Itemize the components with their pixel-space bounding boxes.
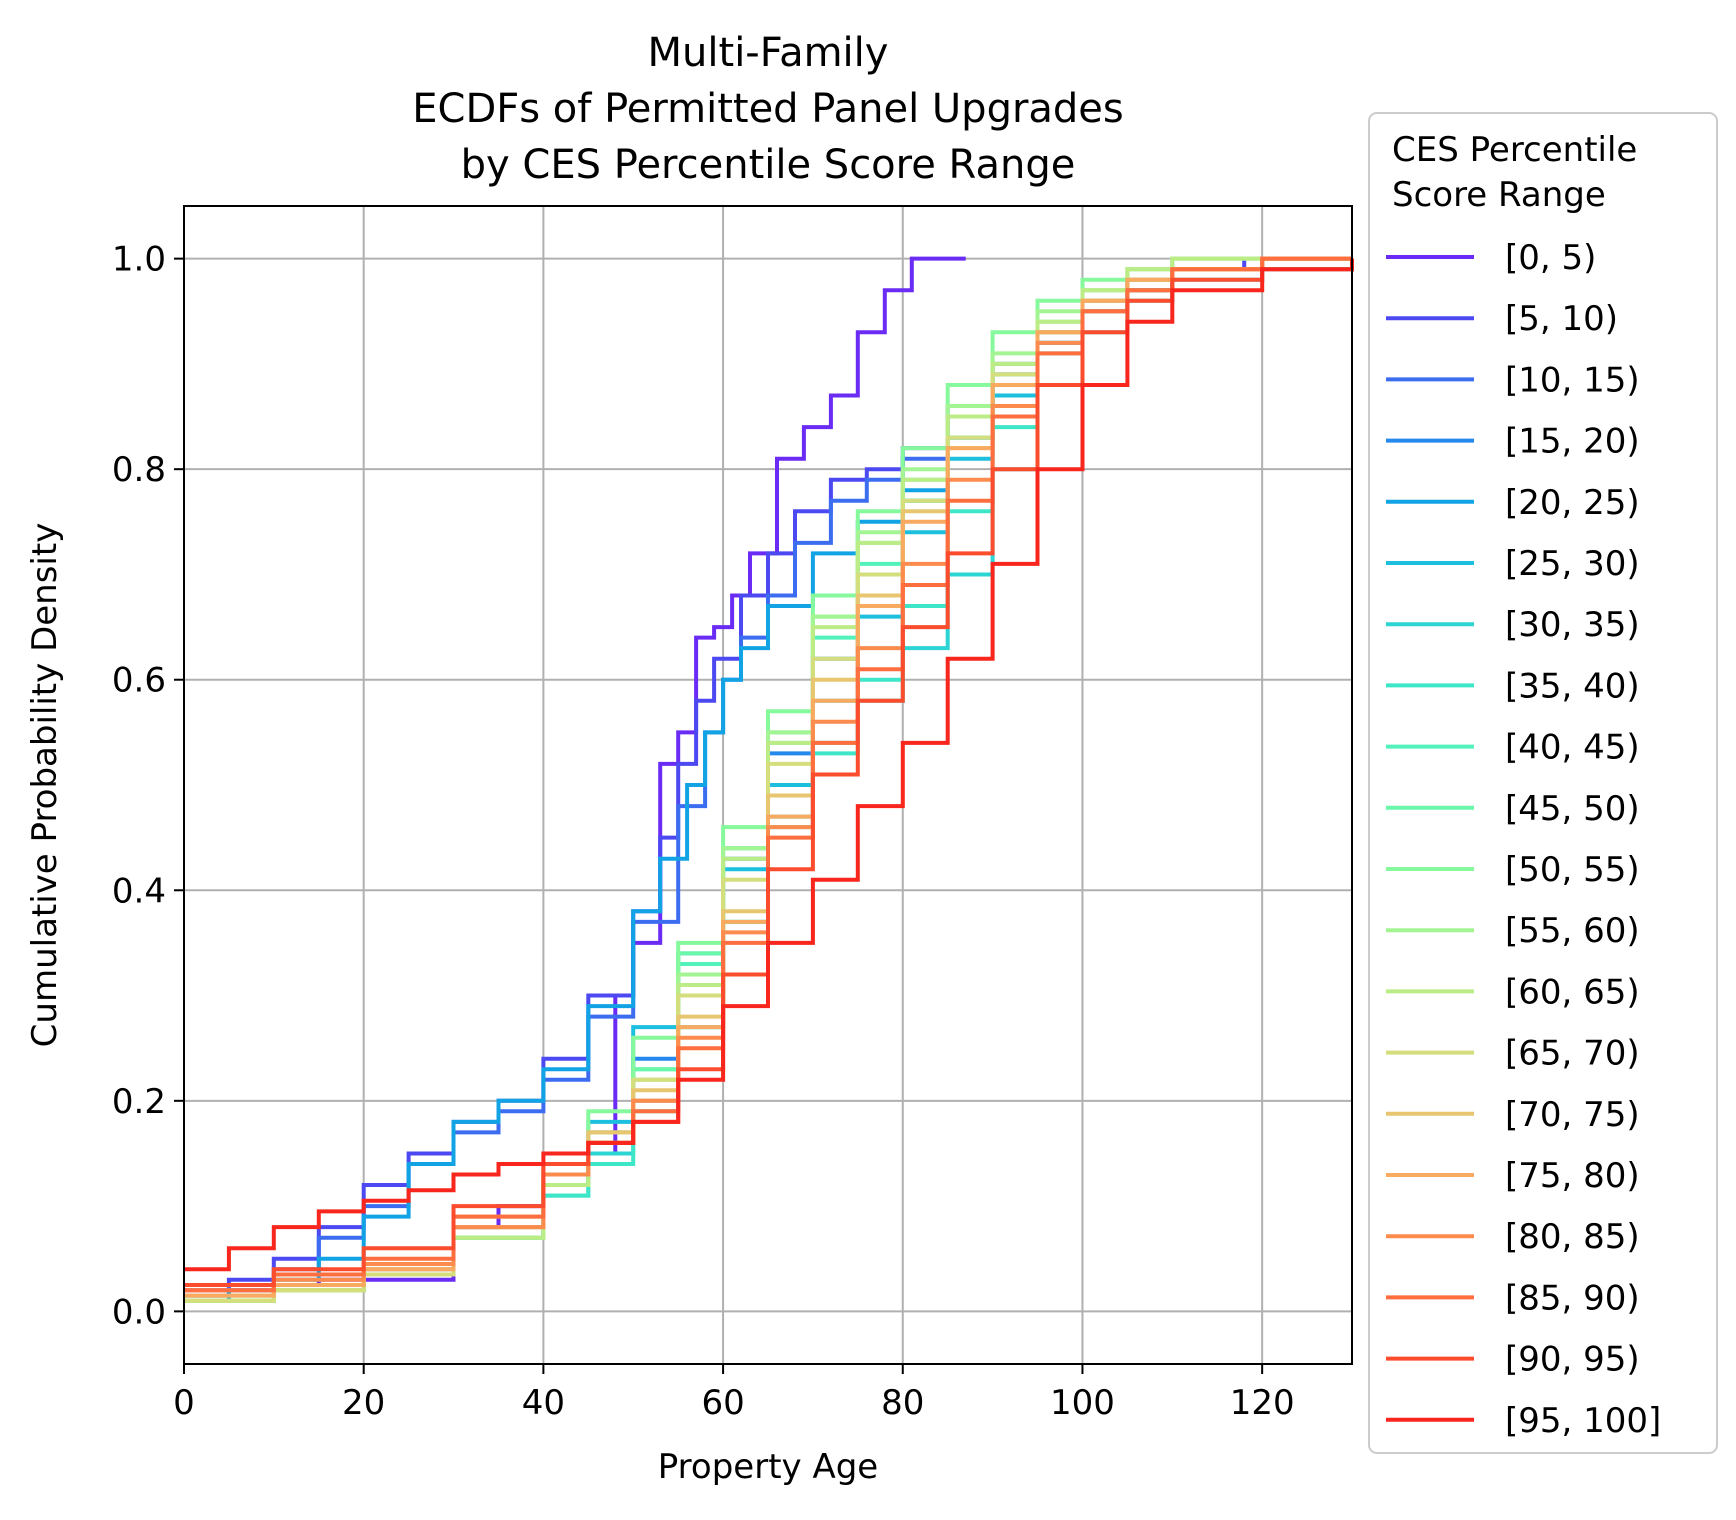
series-line-19: [184, 258, 1354, 1272]
legend-entry-label: [30, 35): [1505, 605, 1640, 645]
legend-box: [1368, 112, 1718, 1454]
legend-title-line: Score Range: [1392, 175, 1606, 215]
legend-entry-label: [0, 5): [1505, 238, 1596, 278]
legend-entry-label: [55, 60): [1505, 911, 1640, 951]
y-axis: 0.0 0.2 0.4 0.6 0.8 1.0: [112, 240, 184, 1332]
legend-entry-label: [10, 15): [1505, 360, 1640, 400]
y-tick-label: 1.0: [112, 240, 166, 280]
x-tick-label: 20: [342, 1383, 385, 1423]
y-tick-label: 0.6: [112, 661, 166, 701]
legend-entry-label: [80, 85): [1505, 1217, 1640, 1257]
x-tick-label: 60: [701, 1383, 744, 1423]
legend-entry-label: [15, 20): [1505, 422, 1640, 462]
legend-entry-label: [5, 10): [1505, 299, 1618, 339]
legend-entry-label: [25, 30): [1505, 544, 1640, 584]
y-tick-label: 0.4: [112, 871, 166, 911]
x-tick-label: 100: [1050, 1383, 1115, 1423]
y-tick-label: 0.0: [112, 1292, 166, 1332]
x-tick-label: 80: [881, 1383, 924, 1423]
y-tick-label: 0.2: [112, 1082, 166, 1122]
legend-entry-label: [50, 55): [1505, 850, 1640, 890]
legend-entry-label: [95, 100]: [1505, 1401, 1661, 1441]
legend-entry-label: [60, 65): [1505, 972, 1640, 1012]
chart-title: Multi-Family ECDFs of Permitted Panel Upg…: [412, 30, 1124, 188]
chart-title-line: by CES Percentile Score Range: [461, 142, 1076, 188]
legend-entry-label: [65, 70): [1505, 1034, 1640, 1074]
y-axis-label: Cumulative Probability Density: [25, 523, 65, 1048]
series-line-0: [184, 256, 966, 1303]
legend-entry-label: [90, 95): [1505, 1340, 1640, 1380]
x-tick-label: 0: [173, 1383, 195, 1423]
legend-entry-label: [45, 50): [1505, 789, 1640, 829]
legend-entry-label: [20, 25): [1505, 483, 1640, 523]
chart-title-line: ECDFs of Permitted Panel Upgrades: [412, 86, 1124, 132]
chart-title-line: Multi-Family: [648, 30, 889, 76]
x-axis: 0 20 40 60 80 100 120: [173, 1364, 1295, 1423]
y-tick-label: 0.8: [112, 450, 166, 490]
plot-frame: [183, 205, 1353, 1365]
legend-entry-label: [70, 75): [1505, 1095, 1640, 1135]
legend-title-line: CES Percentile: [1392, 130, 1637, 170]
legend-entry-label: [85, 90): [1505, 1278, 1640, 1318]
legend: CES Percentile Score Range [0, 5) [5, 10) [1…: [1368, 112, 1718, 1454]
x-axis-label: Property Age: [658, 1447, 878, 1487]
legend-entry-label: [75, 80): [1505, 1156, 1640, 1196]
x-tick-label: 40: [522, 1383, 565, 1423]
legend-entry-label: [40, 45): [1505, 728, 1640, 768]
x-tick-label: 120: [1230, 1383, 1295, 1423]
legend-entry-label: [35, 40): [1505, 666, 1640, 706]
series-lines: [184, 256, 1354, 1303]
